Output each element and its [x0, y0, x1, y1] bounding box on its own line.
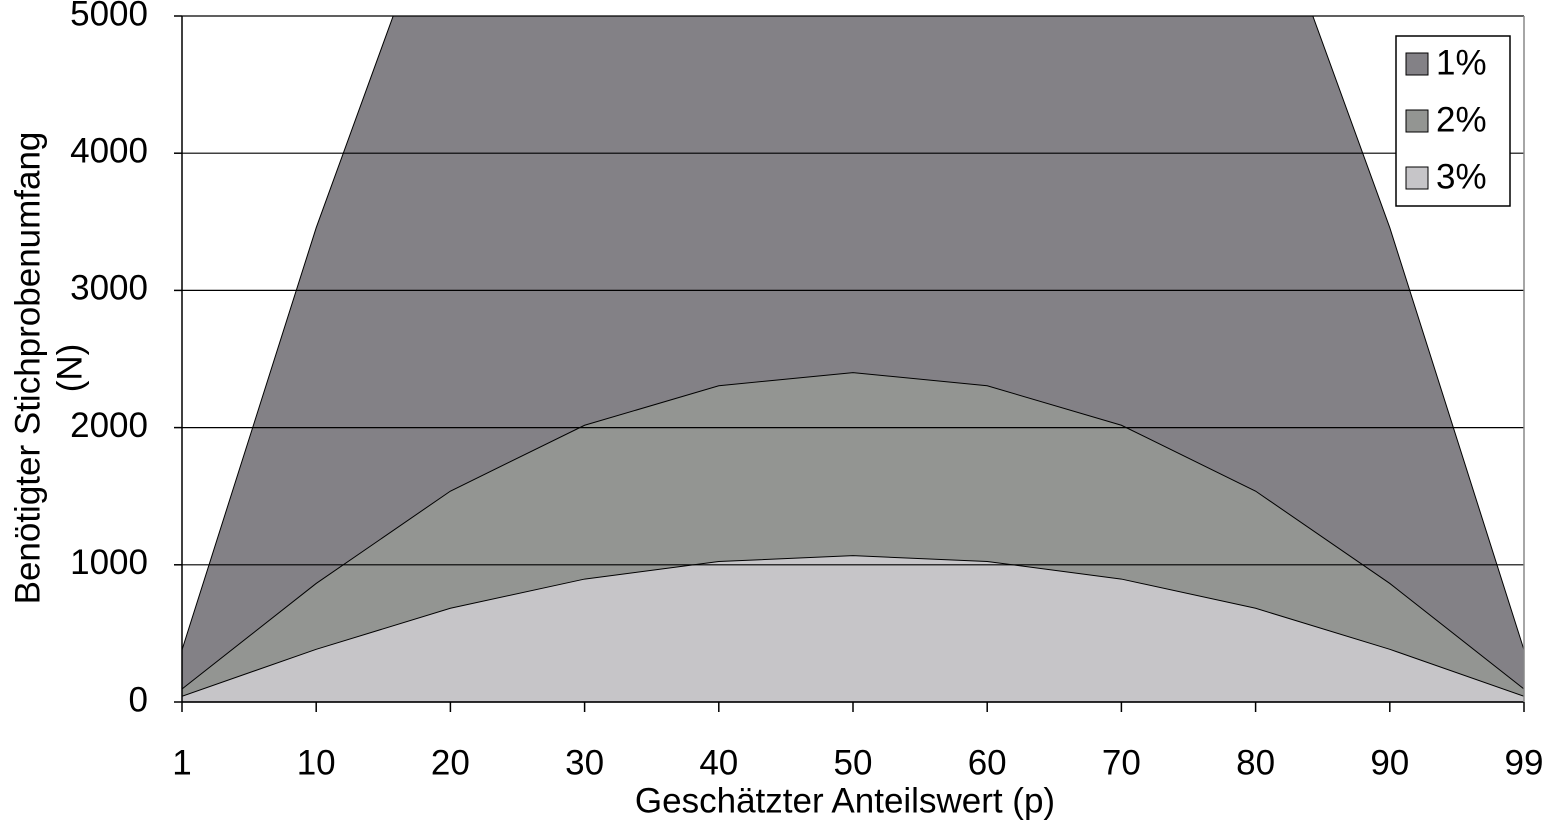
x-tick-label: 99 [1505, 743, 1544, 782]
y-tick-label: 5000 [70, 0, 148, 33]
y-tick-label: 0 [129, 680, 148, 719]
x-axis-label: Geschätzter Anteilswert (p) [635, 781, 1055, 820]
x-tick-label: 20 [431, 743, 470, 782]
plot-area [182, 16, 1524, 702]
x-tick-label: 90 [1370, 743, 1409, 782]
legend-label: 1% [1436, 43, 1487, 82]
x-tick-label: 40 [699, 743, 738, 782]
x-tick-label: 1 [172, 743, 191, 782]
legend-swatch [1405, 52, 1429, 76]
legend-label: 2% [1436, 100, 1487, 139]
legend-swatch [1405, 109, 1429, 133]
legend-swatch [1405, 166, 1429, 190]
y-tick-label: 1000 [70, 543, 148, 582]
y-axis-label: (N) [50, 344, 89, 393]
y-tick-label: 3000 [70, 269, 148, 308]
x-tick-label: 70 [1102, 743, 1141, 782]
y-axis-label: Benötigter Stichprobenumfang [8, 132, 47, 605]
x-tick-label: 30 [565, 743, 604, 782]
x-tick-label: 60 [968, 743, 1007, 782]
x-tick-label: 80 [1236, 743, 1275, 782]
y-tick-label: 2000 [70, 406, 148, 445]
x-tick-label: 10 [297, 743, 336, 782]
y-tick-label: 4000 [70, 131, 148, 170]
area [182, 555, 1524, 702]
legend-label: 3% [1436, 157, 1487, 196]
x-tick-label: 50 [834, 743, 873, 782]
